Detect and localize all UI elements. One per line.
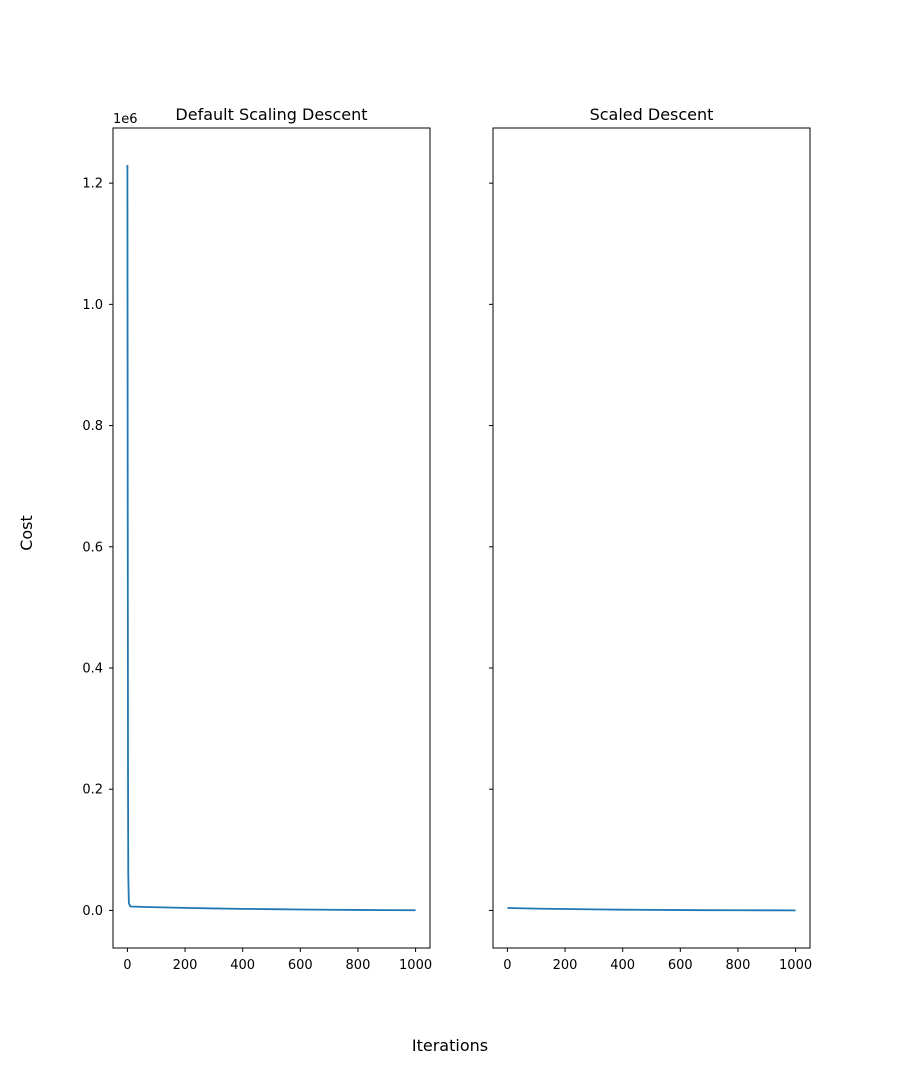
x-tick-label: 600 [668, 958, 693, 973]
y-axis-label: Cost [17, 515, 36, 551]
x-tick-label: 0 [503, 958, 511, 973]
y-tick-label: 0.4 [82, 662, 103, 677]
y-tick-label: 0.8 [82, 419, 103, 434]
x-tick-label: 200 [553, 958, 578, 973]
y-tick-label: 0.2 [82, 783, 103, 798]
x-tick-label: 600 [288, 958, 313, 973]
y-offset-label: 1e6 [113, 112, 138, 127]
subplot-default-scaling: Default Scaling Descent 0 200 400 600 800 1000… [82, 105, 432, 973]
subplot-scaled: Scaled Descent 0 200 400 600 800 1000 [489, 105, 812, 973]
x-tick-label: 400 [230, 958, 255, 973]
x-tick-label: 1000 [399, 958, 432, 973]
x-tick-label: 1000 [779, 958, 812, 973]
cost-series-line [507, 907, 796, 912]
x-tick-label: 400 [610, 958, 635, 973]
subplot-title: Default Scaling Descent [175, 105, 367, 124]
x-tick-label: 200 [173, 958, 198, 973]
axes-frame [492, 127, 811, 949]
axes-frame [112, 127, 431, 949]
y-tick-label: 0.6 [82, 540, 103, 555]
x-tick-label: 800 [346, 958, 371, 973]
cost-series-line [126, 164, 416, 912]
x-axis-label: Iterations [412, 1036, 488, 1055]
y-tick-label: 1.2 [82, 177, 103, 192]
y-tick-label: 0.0 [82, 904, 103, 919]
y-tick-label: 1.0 [82, 298, 103, 313]
x-tick-label: 800 [726, 958, 751, 973]
x-tick-label: 0 [123, 958, 131, 973]
subplot-title: Scaled Descent [590, 105, 714, 124]
